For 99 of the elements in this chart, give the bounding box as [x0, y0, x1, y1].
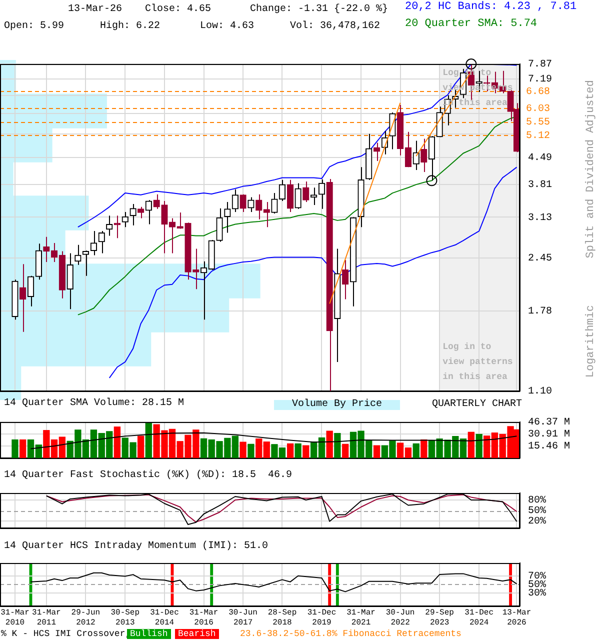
- chart-title: 14 Quarter HCS Intraday Momentum (IMI): 51.0: [4, 541, 268, 552]
- candlestick: [130, 203, 136, 226]
- text: Log in to view patterns in this area: [442, 342, 513, 382]
- y-tick-label: 46.37 M: [528, 418, 570, 429]
- candlestick: [286, 179, 294, 212]
- ref-line-label: 6.68: [526, 86, 550, 98]
- candlestick: [153, 194, 160, 210]
- y-axis-title: Split and Dividend Adjusted: [585, 80, 597, 258]
- y-tick-label: 1.78: [528, 306, 552, 318]
- y-tick-label: 50%: [528, 506, 546, 518]
- candlestick: [302, 181, 310, 203]
- text: Bearish: [175, 629, 219, 639]
- bar: [412, 443, 420, 458]
- bar: [294, 443, 302, 458]
- candlestick: [216, 208, 223, 242]
- y-tick-label: 4.49: [528, 152, 552, 164]
- bar: [326, 430, 333, 458]
- bar: [137, 436, 144, 458]
- bar: [286, 443, 294, 458]
- x-tick-label: 30-Sep 2013: [110, 608, 140, 628]
- x-tick-label: 31-Mar 2011: [32, 608, 62, 628]
- candlestick: [74, 244, 82, 266]
- bar: [114, 426, 121, 458]
- bar: [12, 439, 18, 458]
- x-tick-label: 29-Sep 2023: [425, 608, 454, 628]
- y-tick-label: 3.13: [528, 212, 552, 224]
- candlestick: [240, 194, 246, 212]
- text: 13-Mar-26: [68, 4, 122, 15]
- y-tick-label: 7.87: [528, 60, 552, 71]
- candlestick: [106, 215, 113, 236]
- text: 20 Quarter SMA: 5.74: [405, 18, 538, 30]
- y-tick-label: 7.19: [528, 74, 552, 86]
- text: Change: -1.31 {-22.0 %}: [250, 4, 388, 15]
- text: QUARTERLY CHART: [432, 399, 522, 410]
- text: 20,2 HC Bands: 4.23 , 7.81: [405, 1, 577, 13]
- bar: [342, 444, 349, 458]
- candlestick: [342, 259, 349, 300]
- x-tick-label: 30-Jun 2017: [228, 608, 258, 628]
- ref-line-label: 6.03: [526, 104, 550, 115]
- candlestick: [19, 264, 26, 332]
- candlestick: [98, 230, 105, 254]
- bar: [248, 444, 254, 458]
- x-tick-label: 31-Dec 2019: [307, 608, 336, 628]
- text: Low: 4.63: [200, 21, 254, 32]
- bar: [476, 434, 482, 458]
- x-tick-label: 31-Mar 2010: [0, 608, 30, 628]
- bar: [420, 439, 428, 458]
- text: Volume By Price: [274, 399, 400, 410]
- candlestick: [66, 252, 74, 310]
- x-tick-label: 30-Jun 2022: [386, 608, 415, 628]
- candlestick: [137, 206, 144, 219]
- x-tick-label: 31-Mar 2016: [189, 608, 218, 628]
- candlestick: [122, 211, 128, 228]
- candlestick: [82, 250, 90, 276]
- candlestick: [294, 182, 302, 210]
- y-tick-label: 20%: [528, 516, 546, 528]
- x-tick-label: 31-Dec 2014: [150, 608, 180, 628]
- y-tick-label: 3.81: [528, 180, 552, 192]
- y-tick-label: 1.10: [528, 386, 552, 398]
- candlestick: [310, 187, 318, 206]
- text: Bullish: [127, 629, 171, 639]
- bar: [240, 442, 246, 458]
- bar: [19, 439, 26, 458]
- candlestick: [114, 215, 121, 239]
- candlestick: [224, 202, 231, 234]
- x-tick-label: 29-Jun 2012: [71, 608, 100, 628]
- text: Open: 5.99: [4, 21, 64, 32]
- bar: [334, 432, 341, 458]
- x-tick-label: 28-Sep 2018: [268, 608, 297, 628]
- bar: [468, 432, 474, 458]
- bar: [302, 445, 310, 458]
- text: High: 6.22: [100, 21, 160, 32]
- candlestick: [373, 142, 380, 162]
- text: 23.6-38.2-50-61.8% Fibonacci Retracements: [240, 629, 462, 639]
- candlestick: [420, 138, 428, 172]
- candlestick: [27, 275, 34, 307]
- candlestick: [318, 178, 326, 210]
- candlestick: [248, 196, 254, 212]
- candlestick: [90, 230, 98, 256]
- x-tick-label: 31-Dec 2024: [464, 608, 494, 628]
- text: Vol: 36,478,162: [290, 21, 380, 32]
- y-tick-label: 30.91 M: [528, 430, 570, 441]
- y-tick-label: 80%: [528, 496, 546, 507]
- candlestick: [145, 200, 152, 225]
- bar: [145, 422, 152, 458]
- candlestick: [412, 140, 420, 170]
- y-tick-label: 2.45: [528, 254, 552, 265]
- candlestick: [192, 248, 200, 290]
- x-tick-label: 31-Mar 2021: [346, 608, 376, 628]
- text: Close: 4.65: [145, 4, 212, 15]
- candlestick: [232, 188, 239, 212]
- y-tick-label: 15.46 M: [528, 442, 570, 453]
- ref-line-label: 5.55: [526, 118, 550, 129]
- ref-line-label: 5.12: [526, 131, 550, 142]
- chart-title: 14 Quarter Fast Stochastic (%K) (%D): 18.5 46.9: [4, 470, 292, 481]
- text: Logarithmic: [585, 305, 597, 378]
- chart-title: 14 Quarter SMA Volume: 28.15 M: [4, 398, 184, 409]
- bar: [373, 445, 380, 458]
- x-tick-label: 13-Mar 2026: [502, 608, 532, 628]
